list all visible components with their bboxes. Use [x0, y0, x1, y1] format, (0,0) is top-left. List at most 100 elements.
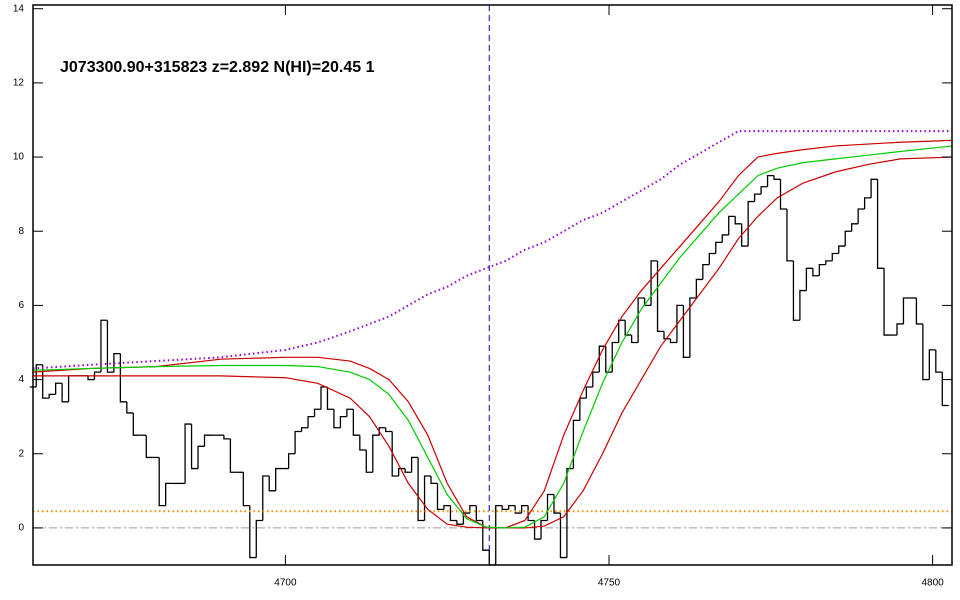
flux-bin: [203, 434, 211, 447]
flux-bin: [773, 175, 781, 180]
flux-bin: [715, 241, 723, 254]
x-tick-label: 4750: [598, 578, 621, 589]
flux-bin: [352, 409, 360, 436]
flux-bin: [546, 493, 554, 521]
flux-bin: [753, 193, 762, 202]
flux-bin: [844, 230, 852, 247]
flux-bin: [799, 289, 807, 321]
flux-bin: [385, 427, 393, 433]
flux-bin: [585, 386, 593, 399]
flux-bin: [922, 323, 930, 381]
flux-bin: [902, 297, 910, 324]
flux-bin: [495, 505, 503, 565]
flux-bin: [67, 375, 76, 402]
flux-bin: [456, 520, 464, 525]
flux-bin: [249, 505, 257, 559]
flux-bin: [398, 467, 406, 476]
flux-bin: [734, 216, 742, 225]
flux-bin: [728, 215, 736, 235]
flux-bin: [624, 320, 632, 336]
flux-bin: [262, 475, 270, 521]
flux-bin: [566, 467, 574, 558]
flux-bin: [533, 520, 542, 540]
flux-bin: [275, 467, 283, 491]
flux-bin: [346, 408, 354, 417]
flux-bin: [928, 349, 936, 380]
flux-bin: [650, 260, 658, 306]
flux-bin: [404, 468, 412, 473]
flux-bin: [851, 223, 859, 232]
flux-bin: [197, 445, 205, 469]
flux-bin: [896, 323, 904, 336]
flux-bin: [637, 297, 645, 343]
flux-bin: [359, 435, 367, 451]
y-tick-label: 14: [13, 3, 25, 14]
flux-bin: [935, 349, 943, 373]
flux-bin: [708, 252, 716, 265]
flux-bin: [313, 408, 321, 417]
flux-bin: [941, 372, 949, 407]
flux-bin: [689, 297, 697, 358]
y-tick-label: 6: [18, 300, 24, 311]
flux-bin: [605, 346, 613, 373]
flux-bin: [598, 345, 606, 373]
model-line: [32, 130, 952, 370]
y-tick-label: 2: [18, 448, 24, 459]
flux-bin: [223, 435, 231, 440]
flux-bin: [766, 174, 775, 187]
flux-bin: [741, 223, 749, 247]
y-tick-label: 0: [18, 523, 24, 534]
x-tick-label: 4700: [274, 578, 297, 589]
flux-bin: [119, 353, 127, 403]
flux-bin: [825, 260, 833, 265]
flux-bin: [747, 200, 755, 247]
flux-bin: [818, 263, 826, 276]
flux-bin: [540, 519, 548, 540]
model-line: [32, 139, 953, 529]
flux-bin: [372, 434, 380, 473]
flux-bin: [838, 245, 846, 254]
flux-bin: [365, 450, 373, 473]
model-line: [32, 145, 953, 529]
flux-bin: [145, 435, 153, 459]
flux-bin: [630, 335, 639, 344]
flux-bin: [126, 401, 134, 414]
flux-bin: [100, 319, 108, 373]
flux-bin: [663, 331, 671, 340]
x-tick-label: 4800: [921, 578, 944, 589]
flux-bin: [786, 208, 794, 262]
flux-bin: [501, 505, 509, 511]
flux-bin: [190, 424, 199, 470]
y-tick-label: 8: [18, 226, 24, 237]
flux-bin: [618, 319, 626, 343]
flux-bin: [410, 456, 419, 473]
plot-frame: [32, 4, 953, 566]
flux-bin: [229, 438, 237, 473]
flux-bin: [268, 475, 276, 492]
chart-title: J073300.90+315823 z=2.892 N(HI)=20.45 1: [60, 59, 375, 76]
flux-bin: [572, 419, 580, 469]
flux-bin: [883, 268, 891, 336]
flux-bin: [300, 427, 309, 432]
flux-bin: [242, 472, 250, 507]
flux-bin: [702, 263, 710, 280]
flux-bin: [449, 505, 457, 522]
flux-bin: [579, 397, 587, 421]
flux-bin: [760, 186, 768, 195]
flux-bin: [876, 179, 885, 269]
flux-bin: [443, 505, 451, 510]
flux-bin: [423, 475, 432, 521]
flux-bin: [682, 305, 690, 358]
flux-bin: [417, 457, 425, 522]
flux-bin: [857, 208, 865, 224]
flux-bin: [482, 520, 490, 551]
flux-bin: [915, 297, 923, 325]
flux-bin: [93, 371, 101, 380]
flux-bin: [676, 304, 684, 343]
flux-bin: [805, 267, 813, 291]
flux-bin: [165, 482, 173, 506]
flux-bin: [475, 505, 483, 522]
flux-bin: [812, 268, 820, 277]
flux-bin: [831, 252, 839, 261]
y-tick-label: 4: [18, 374, 24, 385]
